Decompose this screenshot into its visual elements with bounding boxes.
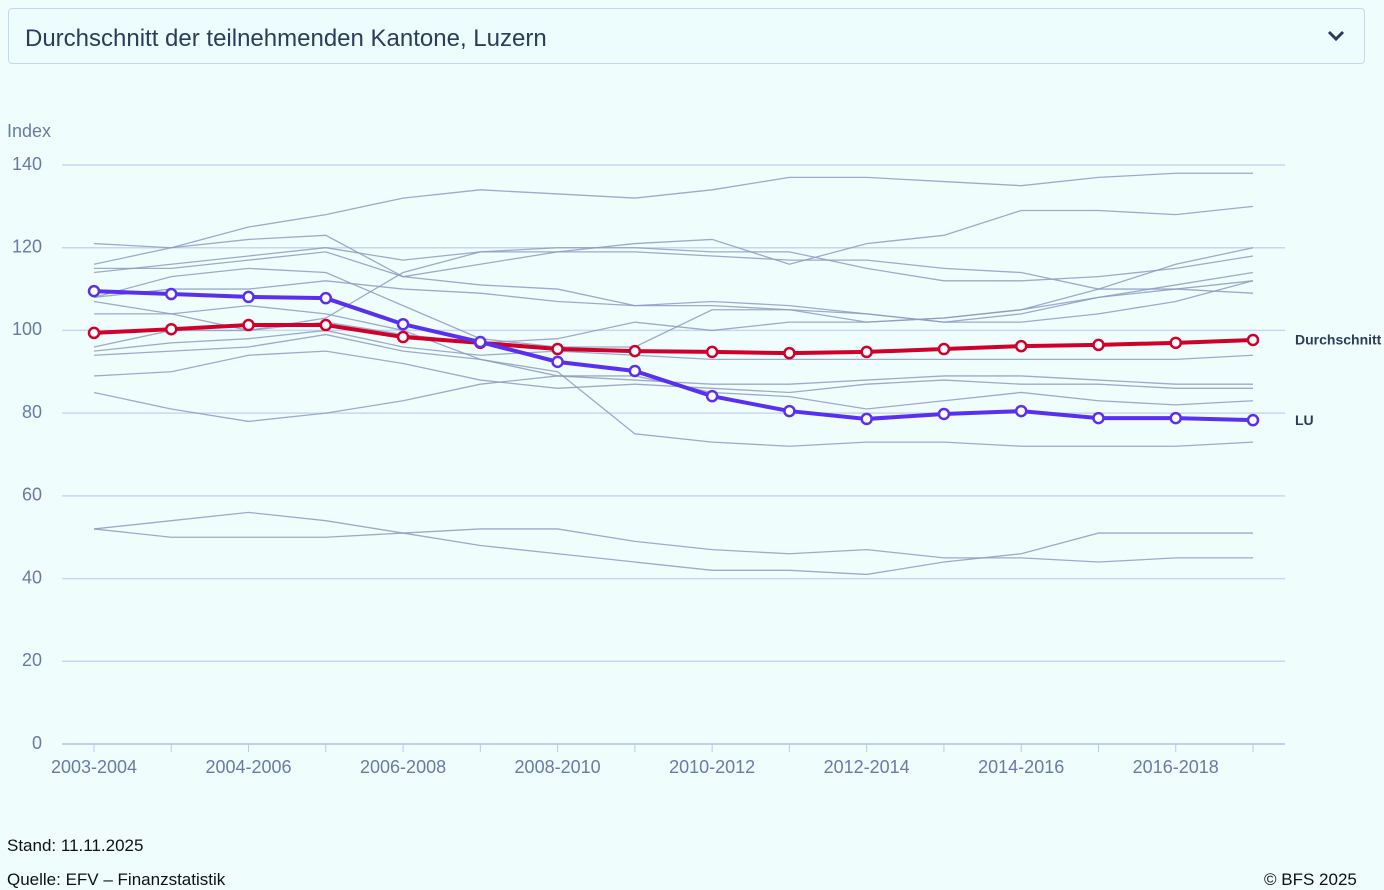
x-tick-label: 2006-2008 xyxy=(360,757,446,777)
y-tick-label: 60 xyxy=(22,485,42,505)
background-line xyxy=(93,528,1253,563)
x-tick-label: 2003-2004 xyxy=(51,757,137,777)
x-tick-label: 2016-2018 xyxy=(1133,757,1219,777)
dropdown[interactable]: Durchschnitt der teilnehmenden Kantone, … xyxy=(8,8,1365,64)
y-tick-label: 100 xyxy=(12,319,42,339)
point xyxy=(1092,338,1105,352)
point xyxy=(319,318,333,332)
copyright: © BFS 2025 xyxy=(1264,870,1357,889)
background-line xyxy=(94,205,1254,278)
y-tick-label: 80 xyxy=(22,402,42,422)
background-line xyxy=(94,304,1254,447)
point xyxy=(860,412,873,426)
y-tick-label: 40 xyxy=(22,567,42,587)
point xyxy=(1014,404,1028,418)
background-line xyxy=(93,234,1254,323)
point xyxy=(705,345,719,359)
end-label: LU xyxy=(1295,412,1314,428)
background-line xyxy=(93,280,1254,323)
stand: Stand: 11.11.2025 xyxy=(7,836,144,855)
chevron xyxy=(1327,30,1345,42)
point xyxy=(87,284,101,298)
point xyxy=(396,330,410,344)
series-line xyxy=(93,323,1254,356)
source: Quelle: EFV – Finanzstatistik xyxy=(7,870,226,889)
background-line xyxy=(93,172,1253,265)
background-line xyxy=(93,511,1253,576)
background-line xyxy=(93,247,1254,294)
dropdown-label: Durchschnitt der teilnehmenden Kantone, … xyxy=(25,25,547,52)
point xyxy=(551,355,564,369)
point xyxy=(242,318,255,332)
background-line xyxy=(93,267,1254,348)
chart: Index 0 20 40 60 80 100 120 140 2003-2004 2004-20… xyxy=(7,121,1382,777)
point xyxy=(1169,411,1182,425)
y-tick-label: 120 xyxy=(12,236,42,256)
point xyxy=(628,344,642,358)
point xyxy=(87,326,101,340)
point xyxy=(860,345,873,359)
y-tick-label: 140 xyxy=(12,154,42,174)
point xyxy=(937,342,951,356)
point xyxy=(1246,333,1260,347)
point xyxy=(551,342,564,356)
series-line xyxy=(93,289,1254,423)
x-tick-label: 2012-2014 xyxy=(824,757,910,777)
point xyxy=(937,407,951,421)
point xyxy=(783,346,796,360)
end-label: Durchschnitt xyxy=(1295,332,1382,348)
point xyxy=(1092,411,1105,425)
point xyxy=(242,290,255,304)
point xyxy=(396,317,410,331)
point xyxy=(628,364,642,378)
point xyxy=(783,404,796,418)
background-line xyxy=(93,247,1254,332)
background-line xyxy=(93,329,1254,361)
point xyxy=(1014,339,1028,353)
point xyxy=(165,322,178,336)
point xyxy=(705,389,719,403)
x-tick-label: 2010-2012 xyxy=(669,757,755,777)
x-tick-label: 2014-2016 xyxy=(978,757,1064,777)
point xyxy=(165,287,178,301)
y-axis-title: Index xyxy=(7,121,51,141)
y-tick-label: 20 xyxy=(22,650,42,670)
point xyxy=(1246,413,1260,427)
background-line xyxy=(93,350,1253,394)
y-tick-label: 0 xyxy=(32,733,42,753)
x-tick-label: 2008-2010 xyxy=(515,757,601,777)
point xyxy=(1169,336,1182,350)
point xyxy=(474,335,487,349)
x-tick-label: 2004-2006 xyxy=(205,757,291,777)
point xyxy=(319,291,333,305)
